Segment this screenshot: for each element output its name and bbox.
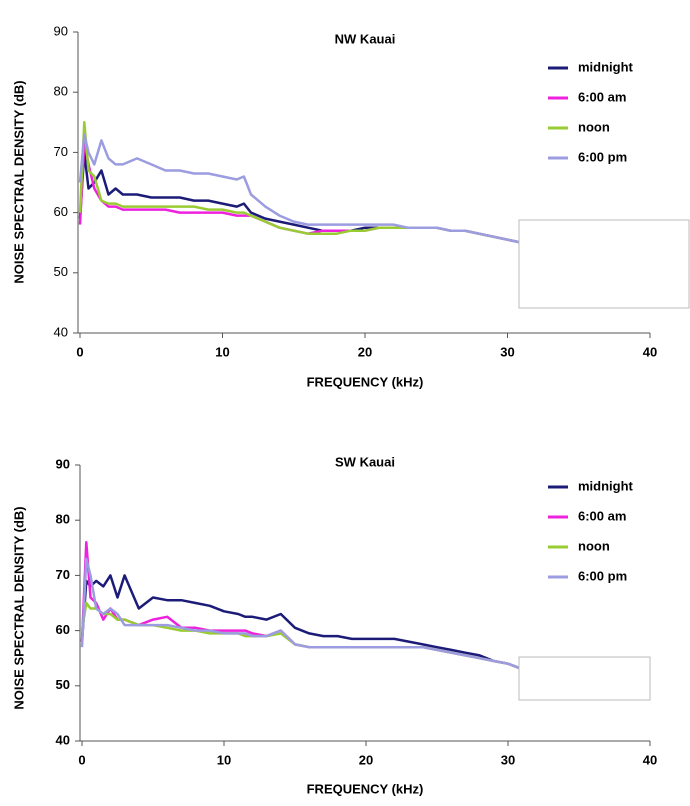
series-line [80, 574, 523, 671]
x-tick-label: 0 [76, 344, 83, 359]
legend-label: 6:00 pm [578, 149, 627, 164]
x-tick-label: 10 [217, 752, 231, 767]
x-axis-label: FREQUENCY (kHz) [307, 374, 424, 389]
y-tick-label: 80 [54, 84, 68, 99]
x-tick-label: 30 [501, 752, 515, 767]
series-line [78, 133, 523, 244]
legend-label: midnight [578, 478, 634, 493]
y-tick-label: 90 [56, 456, 70, 471]
legend-label: 6:00 am [578, 89, 626, 104]
y-tick-label: 90 [54, 23, 68, 38]
blank-box [518, 219, 690, 309]
y-tick-label: 70 [54, 144, 68, 159]
legend-label: noon [578, 119, 610, 134]
series-line [80, 601, 523, 671]
x-tick-label: 40 [643, 344, 657, 359]
x-tick-label: 10 [215, 344, 229, 359]
legend-label: noon [578, 538, 610, 553]
y-tick-label: 70 [56, 567, 70, 582]
y-tick-label: 50 [56, 677, 70, 692]
legend-label: 6:00 am [578, 508, 626, 523]
series-line [80, 557, 523, 671]
chart-title: NW Kauai [335, 31, 396, 46]
y-tick-label: 60 [54, 204, 68, 219]
x-tick-label: 20 [359, 752, 373, 767]
blank-box [518, 656, 651, 701]
y-tick-label: 40 [54, 324, 68, 339]
chart-title: SW Kauai [335, 454, 395, 469]
y-axis-label: NOISE SPECTRAL DENSITY (dB) [11, 506, 26, 709]
x-tick-label: 40 [643, 752, 657, 767]
y-axis-label: NOISE SPECTRAL DENSITY (dB) [11, 80, 26, 283]
y-tick-label: 40 [56, 732, 70, 747]
series-line [78, 151, 523, 244]
x-tick-label: 30 [500, 344, 514, 359]
x-tick-label: 0 [78, 752, 85, 767]
y-tick-label: 60 [56, 622, 70, 637]
y-tick-label: 80 [56, 512, 70, 527]
legend-label: 6:00 pm [578, 568, 627, 583]
x-tick-label: 20 [358, 344, 372, 359]
legend-label: midnight [578, 59, 634, 74]
x-axis-label: FREQUENCY (kHz) [307, 781, 424, 796]
series-line [78, 121, 523, 244]
y-tick-label: 50 [54, 264, 68, 279]
